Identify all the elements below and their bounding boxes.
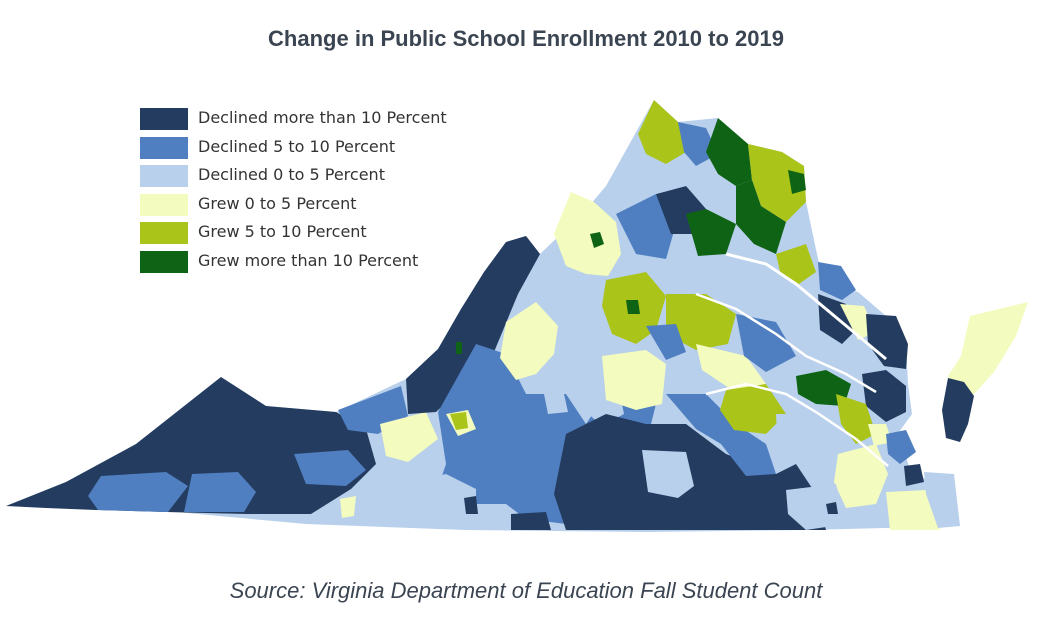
petersburg-area: [776, 414, 826, 460]
legend-swatch: [140, 165, 188, 187]
sw-county-a: [88, 472, 188, 512]
northern-neck-c: [866, 314, 908, 369]
rappahannock-river: [695, 292, 877, 394]
arlington-area: [788, 170, 806, 194]
south-city-dark: [464, 496, 478, 514]
map-title: Change in Public School Enrollment 2010 …: [268, 26, 784, 51]
norfolk-city: [904, 464, 924, 486]
potomac-river: [725, 252, 887, 361]
warren-area: [616, 164, 686, 194]
loudoun-county: [706, 118, 752, 186]
stafford-county: [776, 244, 816, 286]
spotsylvania-area: [706, 264, 796, 320]
suffolk-area: [834, 444, 888, 508]
frederick-area: [638, 100, 686, 164]
james-city-area: [868, 424, 892, 446]
fairfax-county: [748, 144, 806, 222]
legend-swatch: [140, 250, 188, 273]
charlotte-area: [642, 450, 694, 498]
sw-city-a: [340, 496, 356, 518]
legend-label: Declined more than 10 Percent: [198, 108, 447, 127]
south-central-blue: [401, 474, 476, 526]
source-caption: Source: Virginia Department of Education…: [229, 578, 823, 603]
james-river: [705, 382, 889, 467]
legend-label: Declined 5 to 10 Percent: [198, 136, 396, 156]
chesapeake-area: [886, 490, 940, 530]
northern-neck-b: [840, 304, 876, 340]
lynchburg-area: [544, 394, 568, 414]
danville-area: [511, 512, 551, 530]
legend-swatch: [140, 222, 188, 244]
page-area: [616, 194, 676, 259]
accomack-county: [942, 378, 974, 442]
southampton-city: [826, 502, 838, 514]
southside-blue: [666, 394, 776, 476]
map-panel: Declined more than 10 Percent Declined 5…: [6, 94, 1046, 536]
sw-county-c: [294, 450, 366, 486]
legend-swatch: [140, 136, 188, 159]
legend-swatch: [140, 193, 188, 216]
sw-county-b: [184, 472, 256, 512]
middle-peninsula-dark: [862, 370, 906, 422]
eastern-shore: [948, 302, 1028, 399]
middle-peninsula-blue: [818, 262, 856, 300]
rockbridge-area: [500, 302, 558, 380]
sw-county-e: [380, 412, 438, 462]
roanoke-city: [450, 412, 468, 430]
bath-county-dot: [456, 342, 462, 354]
legend-label: Grew 0 to 5 Percent: [198, 193, 357, 213]
hanover-area: [696, 344, 766, 390]
shenandoah-area: [554, 192, 621, 276]
virginia-beach-area: [924, 472, 960, 528]
prince-william-county: [736, 180, 786, 254]
western-ridge: [406, 236, 540, 414]
legend-swatch: [140, 108, 188, 130]
goochland-area: [646, 324, 686, 360]
legend-label: Declined 0 to 5 Percent: [198, 165, 385, 184]
caroline-area: [736, 314, 796, 372]
virginia-county-map: [6, 100, 1028, 532]
louisa-county: [666, 294, 736, 350]
legend-label: Grew more than 10 Percent: [198, 250, 419, 270]
chesterfield-county: [720, 384, 786, 434]
charlottesville-city: [626, 300, 640, 314]
new-kent-area: [836, 394, 876, 444]
legend-label: Grew 5 to 10 Percent: [198, 222, 367, 241]
rockingham-city: [590, 232, 604, 248]
southwest-region: [6, 377, 376, 514]
fauquier-county: [686, 209, 736, 256]
fluvanna-area: [602, 350, 666, 410]
isle-of-wight-area: [786, 484, 846, 530]
hampton-roads-blue: [886, 430, 916, 464]
